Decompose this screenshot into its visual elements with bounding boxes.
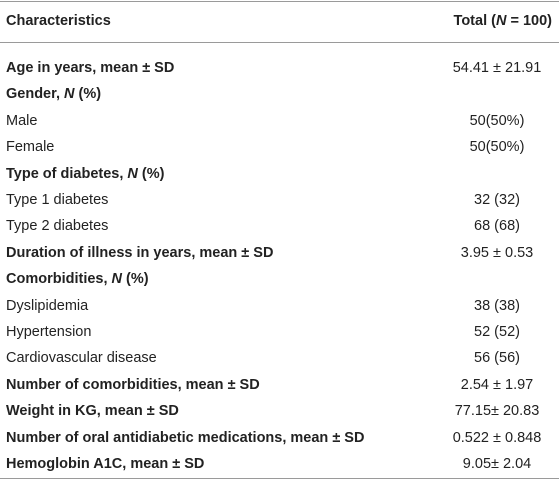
row-label: Female (6, 137, 54, 157)
row-label: Hypertension (6, 322, 91, 342)
row-label: Hemoglobin A1C, mean ± SD (6, 454, 204, 474)
text-segment: Hemoglobin A1C, mean ± SD (6, 456, 205, 472)
text-segment: (%) (74, 86, 102, 103)
row-value: 2.54 ± 1.97 (460, 376, 534, 393)
bottom-rule (0, 478, 559, 479)
text-segment: Type 1 diabetes (6, 192, 109, 208)
text-segment: Gender, (6, 86, 65, 103)
text-segment: N (495, 13, 507, 29)
row-value: 52 (52) (474, 324, 520, 340)
row-value: 77.15± 20.83 (454, 403, 540, 420)
row-value: 50(50%) (469, 112, 525, 129)
row-value: 9.05± 2.04 (462, 456, 532, 472)
row-value: 0.522 ± 0.848 (452, 429, 542, 446)
header-total: Total (N = 100) (454, 11, 552, 31)
text-segment: Cardiovascular disease (6, 350, 157, 367)
text-segment: Total ( (453, 13, 496, 29)
text-segment: Comorbidities, (6, 271, 112, 288)
text-segment: Duration of illness in years, mean ± SD (6, 244, 274, 261)
text-segment: Female (6, 139, 55, 156)
text-segment: N (111, 271, 123, 288)
text-segment: (%) (122, 271, 149, 288)
text-segment: Dyslipidemia (6, 297, 89, 314)
top-rule (0, 1, 559, 2)
row-label: Gender, N (%) (6, 84, 101, 104)
text-segment: Number of oral antidiabetic medications,… (6, 429, 365, 446)
text-segment: Number of comorbidities, mean ± SD (6, 376, 260, 393)
header-label: Characteristics (6, 13, 111, 29)
text-segment: Male (6, 112, 38, 129)
row-label: Type 2 diabetes (6, 216, 108, 236)
text-segment: N (64, 86, 75, 103)
row-value: 68 (68) (474, 218, 520, 235)
row-label: Dyslipidemia (6, 296, 88, 316)
row-label: Comorbidities, N (%) (6, 269, 149, 289)
row-label: Number of oral antidiabetic medications,… (6, 428, 364, 448)
row-value: 54.41 ± 21.91 (452, 60, 542, 76)
text-segment: Type 2 diabetes (6, 218, 109, 235)
text-segment: Age in years, mean ± SD (6, 60, 175, 76)
row-value: 56 (56) (474, 350, 520, 367)
text-segment: = 100) (506, 13, 552, 29)
text-segment: Hypertension (6, 324, 92, 340)
row-label: Cardiovascular disease (6, 348, 157, 368)
row-label: Type 1 diabetes (6, 190, 108, 210)
row-value: 32 (32) (474, 192, 520, 208)
row-value: 3.95 ± 0.53 (460, 244, 534, 261)
text-segment: Type of diabetes, (6, 165, 128, 182)
row-label: Number of comorbidities, mean ± SD (6, 375, 260, 395)
row-label: Type of diabetes, N (%) (6, 164, 164, 184)
row-label: Male (6, 111, 37, 131)
row-value: 38 (38) (474, 297, 520, 314)
row-value: 50(50%) (469, 139, 525, 156)
text-segment: Weight in KG, mean ± SD (6, 403, 179, 420)
row-label: Duration of illness in years, mean ± SD (6, 243, 273, 263)
text-segment: N (127, 165, 138, 182)
row-label: Age in years, mean ± SD (6, 58, 174, 78)
row-label: Weight in KG, mean ± SD (6, 401, 179, 421)
header-rule (0, 42, 559, 43)
text-segment: (%) (137, 165, 165, 182)
